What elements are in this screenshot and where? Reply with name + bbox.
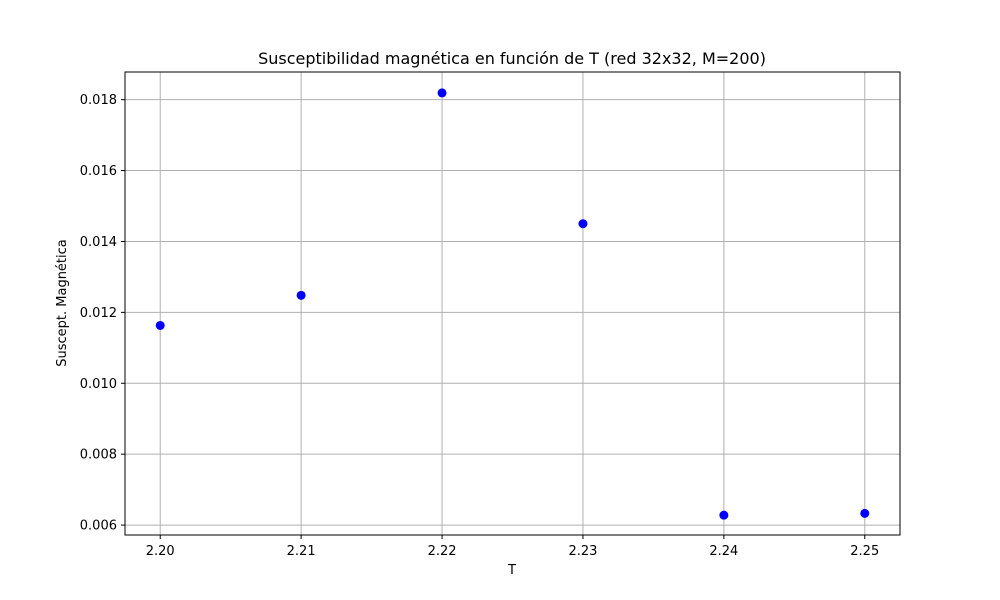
x-tick-label: 2.25: [850, 544, 879, 559]
x-tick-label: 2.23: [568, 544, 597, 559]
y-axis: 0.006 0.008 0.010 0.012 0.014 0.016 0.018: [80, 93, 125, 534]
y-tick-label: 0.006: [80, 519, 117, 534]
x-tick-label: 2.24: [709, 544, 738, 559]
x-tick-label: 2.20: [146, 544, 175, 559]
data-point: [296, 290, 306, 300]
data-point: [860, 508, 870, 518]
data-point: [437, 88, 447, 98]
y-tick-label: 0.018: [80, 93, 117, 108]
data-point: [719, 510, 729, 520]
data-point: [578, 219, 588, 229]
x-axis-label: T: [507, 563, 516, 578]
data-points: [155, 88, 870, 520]
y-axis-label: Suscept. Magnética: [55, 239, 70, 367]
x-tick-label: 2.21: [287, 544, 316, 559]
plot-frame: [124, 71, 901, 536]
x-axis: 2.20 2.21 2.22 2.23 2.24 2.25: [146, 535, 879, 559]
y-tick-label: 0.014: [80, 235, 117, 250]
y-tick-label: 0.012: [80, 306, 117, 321]
y-tick-label: 0.008: [80, 448, 117, 463]
grid: [125, 72, 900, 535]
data-point: [155, 320, 165, 330]
y-tick-label: 0.016: [80, 164, 117, 179]
chart-title: Susceptibilidad magnética en función de …: [258, 49, 766, 68]
x-tick-label: 2.22: [428, 544, 457, 559]
y-tick-label: 0.010: [80, 377, 117, 392]
